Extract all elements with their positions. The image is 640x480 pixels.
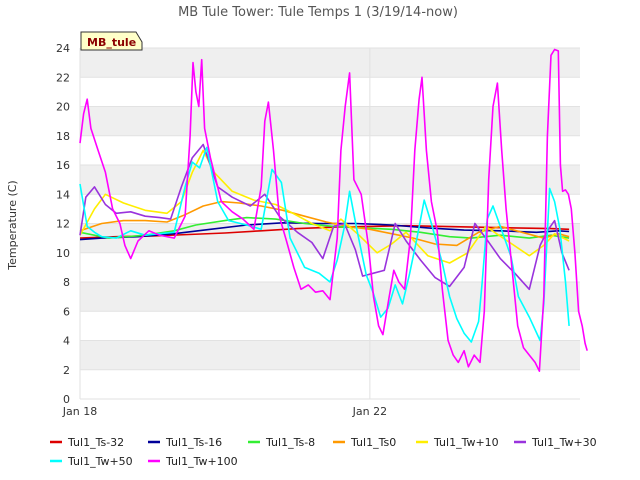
legend-label: Tul1_Tw+10: [433, 436, 499, 449]
legend-item: Tul1_Ts0: [333, 436, 396, 449]
legend-label: Tul1_Ts0: [350, 436, 396, 449]
y-tick-label: 20: [56, 101, 70, 114]
y-tick-label: 2: [63, 364, 70, 377]
station-badge: MB_tule: [80, 31, 143, 51]
legend-item: Tul1_Tw+10: [416, 436, 499, 449]
y-tick-label: 22: [56, 71, 70, 84]
x-tick-label: Jan 18: [62, 405, 97, 418]
legend-label: Tul1_Ts-32: [67, 436, 124, 449]
grid-lines: [79, 47, 580, 400]
x-tick-label: Jan 22: [352, 405, 387, 418]
legend-label: Tul1_Ts-8: [265, 436, 315, 449]
grid-band: [80, 165, 580, 195]
y-tick-label: 18: [56, 130, 70, 143]
grid-band: [80, 106, 580, 136]
legend-item: Tul1_Tw+100: [148, 455, 238, 468]
x-axis: Jan 18 Jan 22: [62, 405, 387, 418]
y-tick-label: 0: [63, 393, 70, 406]
series-line-Tul1_Tw+10: [79, 149, 570, 264]
legend-label: Tul1_Tw+50: [67, 455, 133, 468]
legend-item: Tul1_Ts-8: [248, 436, 315, 449]
y-tick-label: 10: [56, 247, 70, 260]
y-tick-label: 8: [63, 276, 70, 289]
y-tick-label: 12: [56, 218, 70, 231]
legend: Tul1_Ts-32 Tul1_Ts-16 Tul1_Ts-8 Tul1_Ts0 Tul…: [50, 436, 597, 468]
legend-label: Tul1_Ts-16: [165, 436, 222, 449]
y-tick-label: 24: [56, 42, 70, 55]
grid-band: [80, 340, 580, 370]
chart-title: MB Tule Tower: Tule Temps 1 (3/19/14-now…: [178, 5, 458, 20]
grid-band: [80, 48, 580, 78]
legend-item: Tul1_Tw+50: [50, 455, 133, 468]
legend-item: Tul1_Tw+30: [514, 436, 597, 449]
legend-item: Tul1_Ts-16: [148, 436, 222, 449]
series-line-Tul1_Tw+30: [79, 143, 570, 291]
y-tick-label: 16: [56, 159, 70, 172]
series-line-Tul1_Tw+100: [79, 48, 588, 372]
y-tick-label: 4: [63, 335, 70, 348]
series-lines: [79, 48, 588, 372]
legend-item: Tul1_Ts-32: [50, 436, 124, 449]
y-tick-label: 6: [63, 305, 70, 318]
badge-box: [80, 31, 143, 51]
y-axis-label: Temperature (C): [6, 180, 19, 270]
legend-label: Tul1_Tw+100: [165, 455, 238, 468]
legend-label: Tul1_Tw+30: [531, 436, 597, 449]
badge-label: MB_tule: [87, 36, 136, 49]
y-tick-label: 14: [56, 188, 70, 201]
